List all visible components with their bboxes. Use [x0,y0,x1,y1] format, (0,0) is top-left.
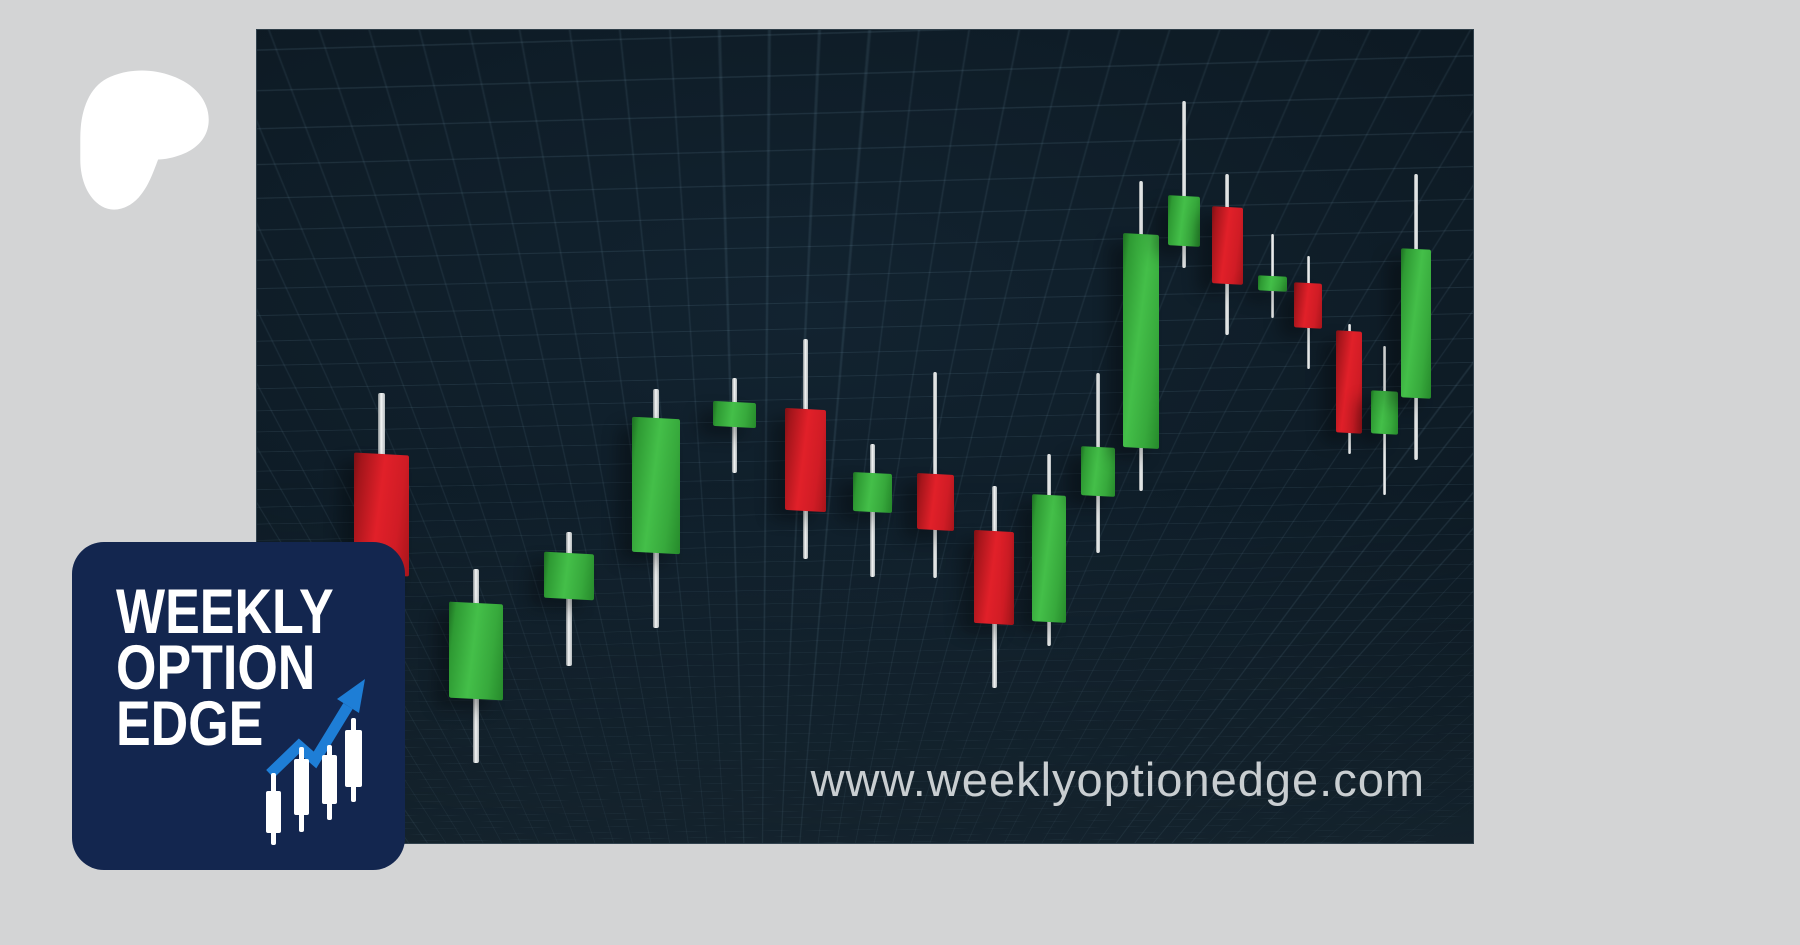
candle-body-down [974,529,1014,626]
candle-body-up [712,400,756,429]
candle-body-up [1081,446,1115,497]
candle-body-up [1370,390,1398,435]
badge-candles-icon [72,542,405,870]
candlestick-chart-image: www.weeklyoptionedge.com [256,29,1474,844]
candle-body-up [632,416,680,555]
candles-layer [257,30,1473,843]
candle-body-down [1211,206,1243,285]
candle-body-flat [265,791,281,833]
candle-body-down [1336,330,1362,434]
chart-vignette [257,30,1473,843]
candle-body-up [852,471,892,514]
candle-body-flat [293,759,309,815]
candle-body-up [544,551,594,601]
badge-title: WEEKLY OPTION EDGE [116,576,334,760]
candle-body-flat [344,730,362,787]
patreon-logo-icon [80,70,209,210]
badge-title-line3: EDGE [116,688,264,760]
candle-body-up [449,601,503,701]
candle-body-up [1123,233,1159,449]
trend-arrow-head [337,679,365,713]
candle-body-down [916,473,954,531]
patreon-blob-shape [80,70,209,210]
candle-wick [1182,101,1186,268]
candle-body-up [1401,248,1431,399]
candle-body-down [1294,282,1322,329]
candle-body-up [1168,195,1200,247]
candle-body-down [784,407,826,513]
badge-title-line1: WEEKLY [116,576,334,648]
badge-title-line2: OPTION [116,632,316,704]
trend-arrow-line [266,703,353,778]
watermark-text: www.weeklyoptionedge.com [810,753,1425,806]
candle-body-up [1032,494,1066,623]
trend-arrow-icon [266,679,365,778]
logo-badge: WEEKLY OPTION EDGE [72,542,405,870]
candle-body-up [1257,275,1287,292]
candle-body-flat [321,755,337,804]
